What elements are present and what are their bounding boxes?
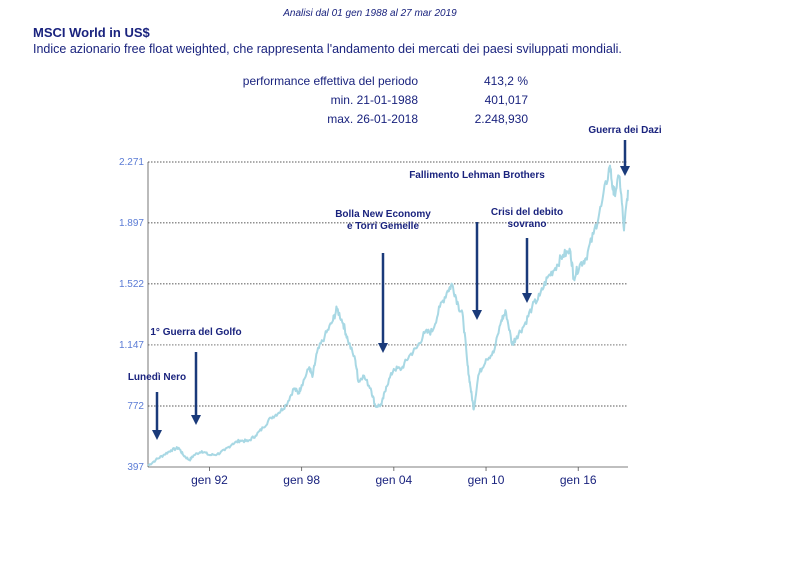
annotation-arrowhead (152, 430, 162, 440)
y-tick-label: 1.147 (119, 340, 144, 351)
annotation-arrowhead (620, 166, 630, 176)
annotation-arrowhead (472, 310, 482, 320)
y-tick-label: 1.522 (119, 279, 144, 290)
x-tick-label: gen 16 (560, 473, 597, 487)
x-tick-label: gen 92 (191, 473, 228, 487)
annotation-label: e Torri Gemelle (347, 221, 420, 232)
stats-label: performance effettiva del periodo (242, 74, 418, 88)
annotation-label: sovrano (508, 219, 547, 230)
annotation-label: Lunedì Nero (128, 372, 186, 383)
annotation-arrowhead (522, 293, 532, 303)
x-tick-label: gen 10 (468, 473, 505, 487)
y-tick-label: 1.897 (119, 218, 144, 229)
stats-value: 413,2 % (483, 74, 528, 88)
stats-label: max. 26-01-2018 (327, 112, 418, 126)
annotation-label: Guerra dei Dazi (588, 125, 662, 136)
stats-label: min. 21-01-1988 (330, 93, 418, 107)
annotation-label: Crisi del debito (491, 207, 563, 218)
stats-value: 2.248,930 (474, 112, 528, 126)
index-description: Indice azionario free float weighted, ch… (33, 42, 622, 56)
annotation-label: Fallimento Lehman Brothers (409, 170, 545, 181)
y-tick-label: 772 (127, 401, 144, 412)
annotation-label: 1° Guerra del Golfo (150, 327, 241, 338)
annotation-arrowhead (191, 415, 201, 425)
annotation-label: Bolla New Economy (335, 209, 431, 220)
analysis-period: Analisi dal 01 gen 1988 al 27 mar 2019 (283, 8, 457, 19)
page-title: MSCI World in US$ (33, 25, 150, 40)
stats-value: 401,017 (484, 93, 528, 107)
y-tick-label: 2.271 (119, 157, 144, 168)
annotation-arrowhead (378, 343, 388, 353)
y-tick-label: 397 (127, 462, 144, 473)
series-line (147, 164, 629, 467)
x-tick-label: gen 98 (283, 473, 320, 487)
x-tick-label: gen 04 (375, 473, 412, 487)
